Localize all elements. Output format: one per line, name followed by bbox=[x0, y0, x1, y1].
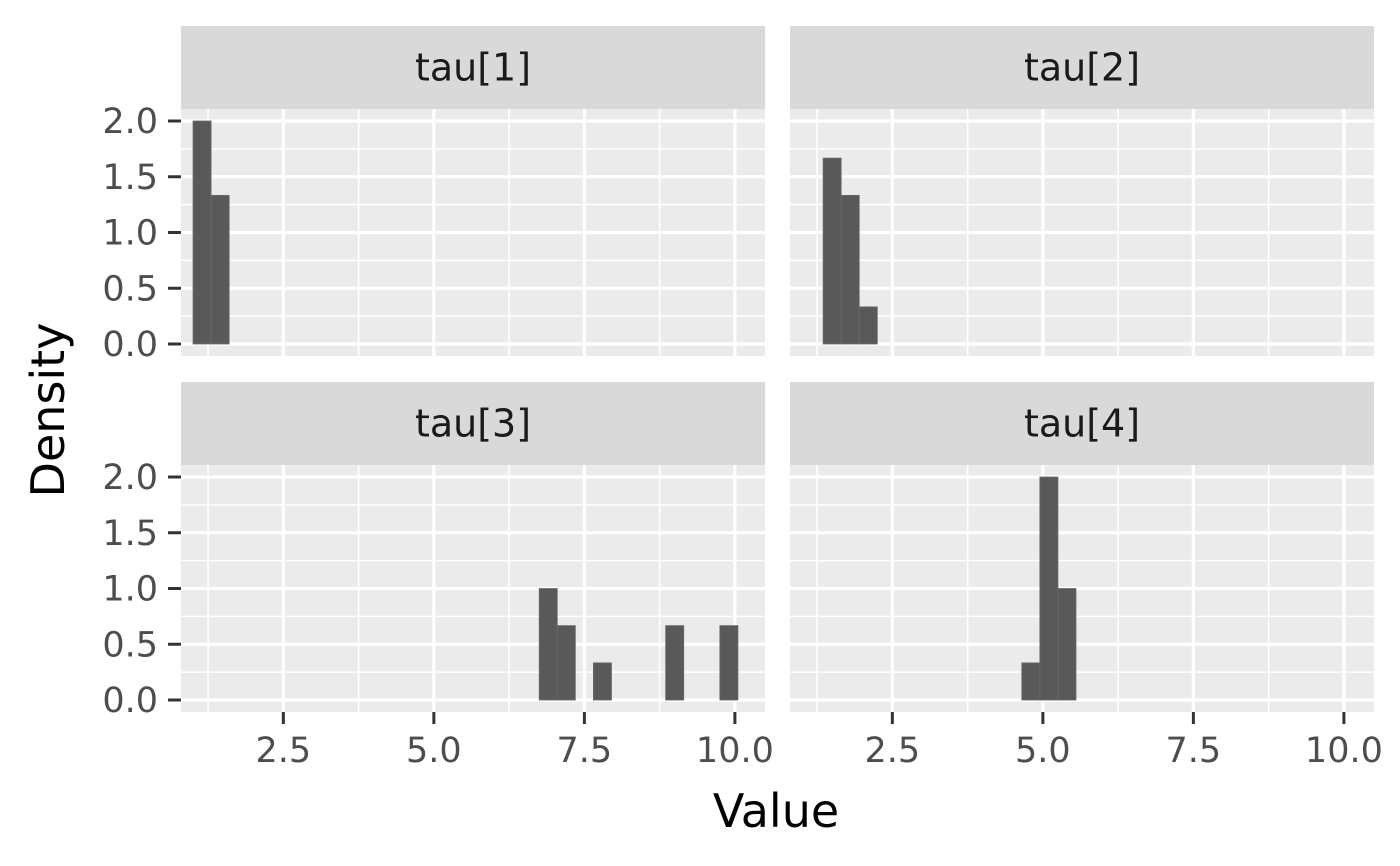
facet-panel-4: tau[4] bbox=[790, 382, 1374, 712]
y-tick-label: 0.0 bbox=[102, 681, 158, 721]
facet-strip bbox=[181, 26, 765, 109]
histogram-bar bbox=[719, 625, 739, 701]
y-tick-label: 0.0 bbox=[102, 325, 158, 365]
facet-label: tau[3] bbox=[415, 402, 531, 446]
histogram-bar bbox=[192, 120, 212, 345]
histogram-bar bbox=[1057, 588, 1077, 701]
histogram-bar bbox=[1039, 476, 1059, 701]
histogram-bar bbox=[840, 194, 860, 345]
x-tick-label: 10.0 bbox=[1305, 731, 1383, 771]
histogram-bar bbox=[665, 625, 685, 701]
y-tick-label: 0.5 bbox=[102, 625, 158, 665]
x-axis: 2.5 5.0 7.5 10.0 2.5 5.0 7.5 10.0 bbox=[256, 712, 1383, 771]
facet-strip bbox=[181, 382, 765, 465]
facet-label: tau[2] bbox=[1024, 46, 1140, 90]
x-tick-label: 7.5 bbox=[1166, 731, 1222, 771]
x-tick-label: 7.5 bbox=[557, 731, 613, 771]
x-tick-label: 2.5 bbox=[865, 731, 921, 771]
x-tick-label: 2.5 bbox=[256, 731, 312, 771]
panels-layer: tau[1] tau[2] tau[3] tau[4] bbox=[181, 26, 1374, 712]
y-tick-label: 2.0 bbox=[102, 458, 158, 498]
histogram-bar bbox=[538, 588, 558, 701]
facet-panel-2: tau[2] bbox=[790, 26, 1374, 356]
y-axis: 0.0 0.5 1.0 1.5 2.0 0.0 0.5 1.0 1.5 2.0 bbox=[102, 102, 181, 721]
x-tick-label: 5.0 bbox=[1015, 731, 1071, 771]
facet-strip bbox=[790, 26, 1374, 109]
histogram-bar bbox=[1021, 662, 1041, 701]
y-tick-label: 1.0 bbox=[102, 214, 158, 254]
y-tick-label: 2.0 bbox=[102, 102, 158, 142]
facet-panel-1: tau[1] bbox=[181, 26, 765, 356]
x-tick-label: 5.0 bbox=[406, 731, 462, 771]
y-tick-label: 0.5 bbox=[102, 269, 158, 309]
y-tick-label: 1.0 bbox=[102, 570, 158, 610]
y-axis-title: Density bbox=[21, 323, 75, 498]
y-tick-label: 1.5 bbox=[102, 158, 158, 198]
y-tick-label: 1.5 bbox=[102, 514, 158, 554]
histogram-bar bbox=[593, 662, 612, 701]
histogram-bar bbox=[210, 194, 230, 345]
facet-label: tau[1] bbox=[415, 46, 531, 90]
histogram-bar bbox=[822, 157, 842, 345]
facet-strip bbox=[790, 382, 1374, 465]
x-tick-label: 10.0 bbox=[696, 731, 774, 771]
histogram-bar bbox=[858, 306, 878, 345]
facet-label: tau[4] bbox=[1024, 402, 1140, 446]
histogram-bar bbox=[556, 625, 576, 701]
facet-panel-3: tau[3] bbox=[181, 382, 765, 712]
x-axis-title: Value bbox=[713, 784, 839, 838]
